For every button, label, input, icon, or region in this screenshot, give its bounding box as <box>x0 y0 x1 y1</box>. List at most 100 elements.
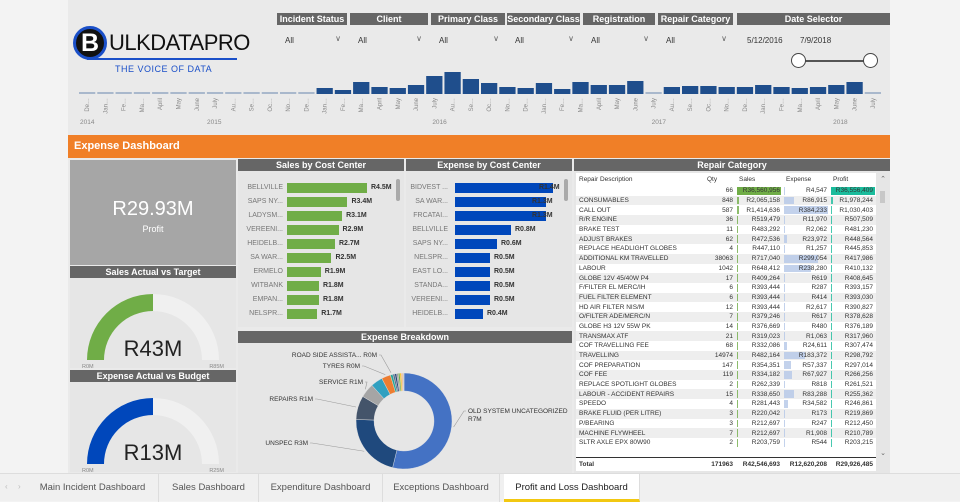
timeline-bar[interactable] <box>353 82 370 94</box>
date-end[interactable]: 7/9/2018 <box>800 36 832 45</box>
donut-slice[interactable] <box>355 419 398 468</box>
timeline-bar[interactable] <box>663 87 680 94</box>
bar[interactable] <box>455 295 490 305</box>
slicer-dropdown[interactable]: All ∨ <box>515 34 576 48</box>
table-scroll-down[interactable]: ⌄ <box>880 450 886 457</box>
slicer-dropdown[interactable]: All ∨ <box>439 34 501 48</box>
timeline-bar[interactable] <box>499 87 516 94</box>
tab-next-icon[interactable]: › <box>18 482 21 491</box>
timeline-bar[interactable] <box>389 88 406 94</box>
table-row[interactable]: COF FEE 119 R334,182 R67,927 R266,256 <box>576 370 876 380</box>
timeline-bar[interactable] <box>481 83 498 94</box>
table-row[interactable]: GLOBE 12V 45/40W P4 17 R409,264 R619 R408,64… <box>576 273 876 283</box>
timeline-bar[interactable] <box>682 86 699 94</box>
timeline-bar[interactable] <box>608 85 626 94</box>
slicer-dropdown[interactable]: All ∨ <box>591 34 651 48</box>
timeline-bar[interactable] <box>718 87 735 94</box>
table-row[interactable]: SLTR AXLE EPX 80W90 2 R203,759 R544 R203,215 <box>576 438 876 448</box>
timeline-bar[interactable] <box>206 92 224 94</box>
table-row[interactable]: REPLACE HEADLIGHT GLOBES 4 R447,110 R1,257 R… <box>576 244 876 254</box>
table-row[interactable]: R/R ENGINE 36 R519,479 R11,970 R507,509 <box>576 215 876 225</box>
timeline-bar[interactable] <box>115 92 132 94</box>
table-row[interactable]: LABOUR - ACCIDENT REPAIRS 15 R338,650 R83,2… <box>576 389 876 400</box>
timeline-bar[interactable] <box>627 81 644 94</box>
table-row[interactable]: LABOUR 1042 R648,412 R238,280 R410,132 <box>576 264 876 274</box>
table-row[interactable]: MACHINE FLYWHEEL 7 R212,697 R1,908 R210,789 <box>576 428 876 438</box>
page-tab[interactable]: Main Incident Dashboard <box>27 474 159 502</box>
timeline-bar[interactable] <box>791 88 808 94</box>
timeline-bar[interactable] <box>243 92 260 94</box>
column-header[interactable]: Expense <box>786 176 812 183</box>
bar[interactable] <box>455 253 490 263</box>
timeline-bar[interactable] <box>426 76 443 94</box>
bar[interactable] <box>287 197 348 207</box>
table-scroll-up[interactable]: ⌃ <box>880 176 886 183</box>
table-row[interactable]: CALL OUT 587 R1,414,636 R384,233 R1,030,403 <box>576 205 876 215</box>
scrollbar[interactable] <box>564 179 568 201</box>
column-header[interactable]: Profit <box>833 176 849 183</box>
bar[interactable] <box>455 239 497 249</box>
table-row[interactable]: REPLACE SPOTLIGHT GLOBES 2 R262,339 R818 R26… <box>576 380 876 390</box>
table-row[interactable]: F/FILTER EL MERC/IH 6 R393,444 R287 R393,157 <box>576 283 876 293</box>
timeline-bar[interactable] <box>316 88 333 94</box>
timeline-bar[interactable] <box>371 87 388 94</box>
bar[interactable] <box>287 211 343 221</box>
slicer-dropdown[interactable]: All ∨ <box>358 34 424 48</box>
bar[interactable] <box>455 309 483 319</box>
scrollbar[interactable] <box>396 179 400 201</box>
table-scrollbar-thumb[interactable] <box>880 191 885 203</box>
table-row[interactable]: CONSUMABLES 848 R2,065,158 R86,915 R1,978,24… <box>576 195 876 206</box>
timeline-bar[interactable] <box>535 83 553 94</box>
table-row[interactable]: TRAVELLING 14974 R482,164 R183,372 R298,792 <box>576 350 876 361</box>
bar[interactable] <box>287 239 335 249</box>
column-header[interactable]: Sales <box>739 176 756 183</box>
bar[interactable] <box>455 197 546 207</box>
table-row[interactable]: BRAKE FLUID (PER LITRE) 3 R220,042 R173 R219… <box>576 408 876 419</box>
table-row[interactable]: FUEL FILTER ELEMENT 6 R393,444 R414 R393,030 <box>576 292 876 303</box>
timeline-bar[interactable] <box>261 92 278 94</box>
bar[interactable] <box>287 281 319 291</box>
bar[interactable] <box>287 309 318 319</box>
page-tab[interactable]: Sales Dashboard <box>159 474 259 502</box>
bar[interactable] <box>455 225 511 235</box>
bar[interactable] <box>455 211 546 221</box>
page-tab[interactable]: Profit and Loss Dashboard <box>504 474 640 502</box>
bar[interactable] <box>287 183 367 193</box>
timeline-bar[interactable] <box>773 87 790 94</box>
timeline-bar[interactable] <box>554 89 571 94</box>
timeline-bar[interactable] <box>334 90 352 94</box>
bar[interactable] <box>287 295 319 305</box>
tab-prev-icon[interactable]: ‹ <box>5 482 8 491</box>
table-row[interactable]: ADJUST BRAKES 62 R472,536 R23,972 R448,564 <box>576 234 876 245</box>
column-header[interactable]: Qty <box>707 176 718 183</box>
column-header[interactable]: Repair Description <box>579 176 633 183</box>
table-row[interactable]: ADDITIONAL KM TRAVELLED 38063 R717,040 R299… <box>576 253 876 264</box>
timeline-bar[interactable] <box>188 92 205 94</box>
bar[interactable] <box>287 267 321 277</box>
table-row[interactable]: GLOBE H3 12V 55W PK 14 R376,669 R480 R376,18… <box>576 322 876 332</box>
date-start[interactable]: 5/12/2016 <box>747 36 783 45</box>
table-row[interactable]: SPEEDO 4 R281,443 R34,582 R246,861 <box>576 399 876 409</box>
bar[interactable] <box>287 225 339 235</box>
page-tab[interactable]: Expenditure Dashboard <box>259 474 383 502</box>
timeline-bar[interactable] <box>225 92 242 94</box>
slicer-dropdown[interactable]: All ∨ <box>285 34 343 48</box>
table-row[interactable]: COF TRAVELLING FEE 68 R332,086 R24,611 R307,… <box>576 341 876 351</box>
timeline-bar[interactable] <box>170 92 187 94</box>
page-tab[interactable]: Exceptions Dashboard <box>383 474 500 502</box>
bar[interactable] <box>287 253 332 263</box>
timeline-bar[interactable] <box>864 92 881 94</box>
bar[interactable] <box>455 281 490 291</box>
timeline-bar[interactable] <box>298 92 315 94</box>
timeline-bar[interactable] <box>462 79 479 94</box>
timeline-bar[interactable] <box>407 85 425 94</box>
table-row[interactable]: 66 R36,560,956 R4,547 R36,556,409 <box>576 186 876 196</box>
timeline-bar[interactable] <box>809 87 827 94</box>
date-slider-handle-end[interactable] <box>863 53 878 68</box>
timeline-bar[interactable] <box>645 92 662 94</box>
timeline-bar[interactable] <box>280 92 297 94</box>
table-row[interactable]: TRANSMAX ATF 21 R319,023 R1,063 R317,960 <box>576 331 876 341</box>
timeline-bar[interactable] <box>590 85 607 94</box>
timeline-bar[interactable] <box>444 72 461 94</box>
timeline-bar[interactable] <box>828 85 845 94</box>
